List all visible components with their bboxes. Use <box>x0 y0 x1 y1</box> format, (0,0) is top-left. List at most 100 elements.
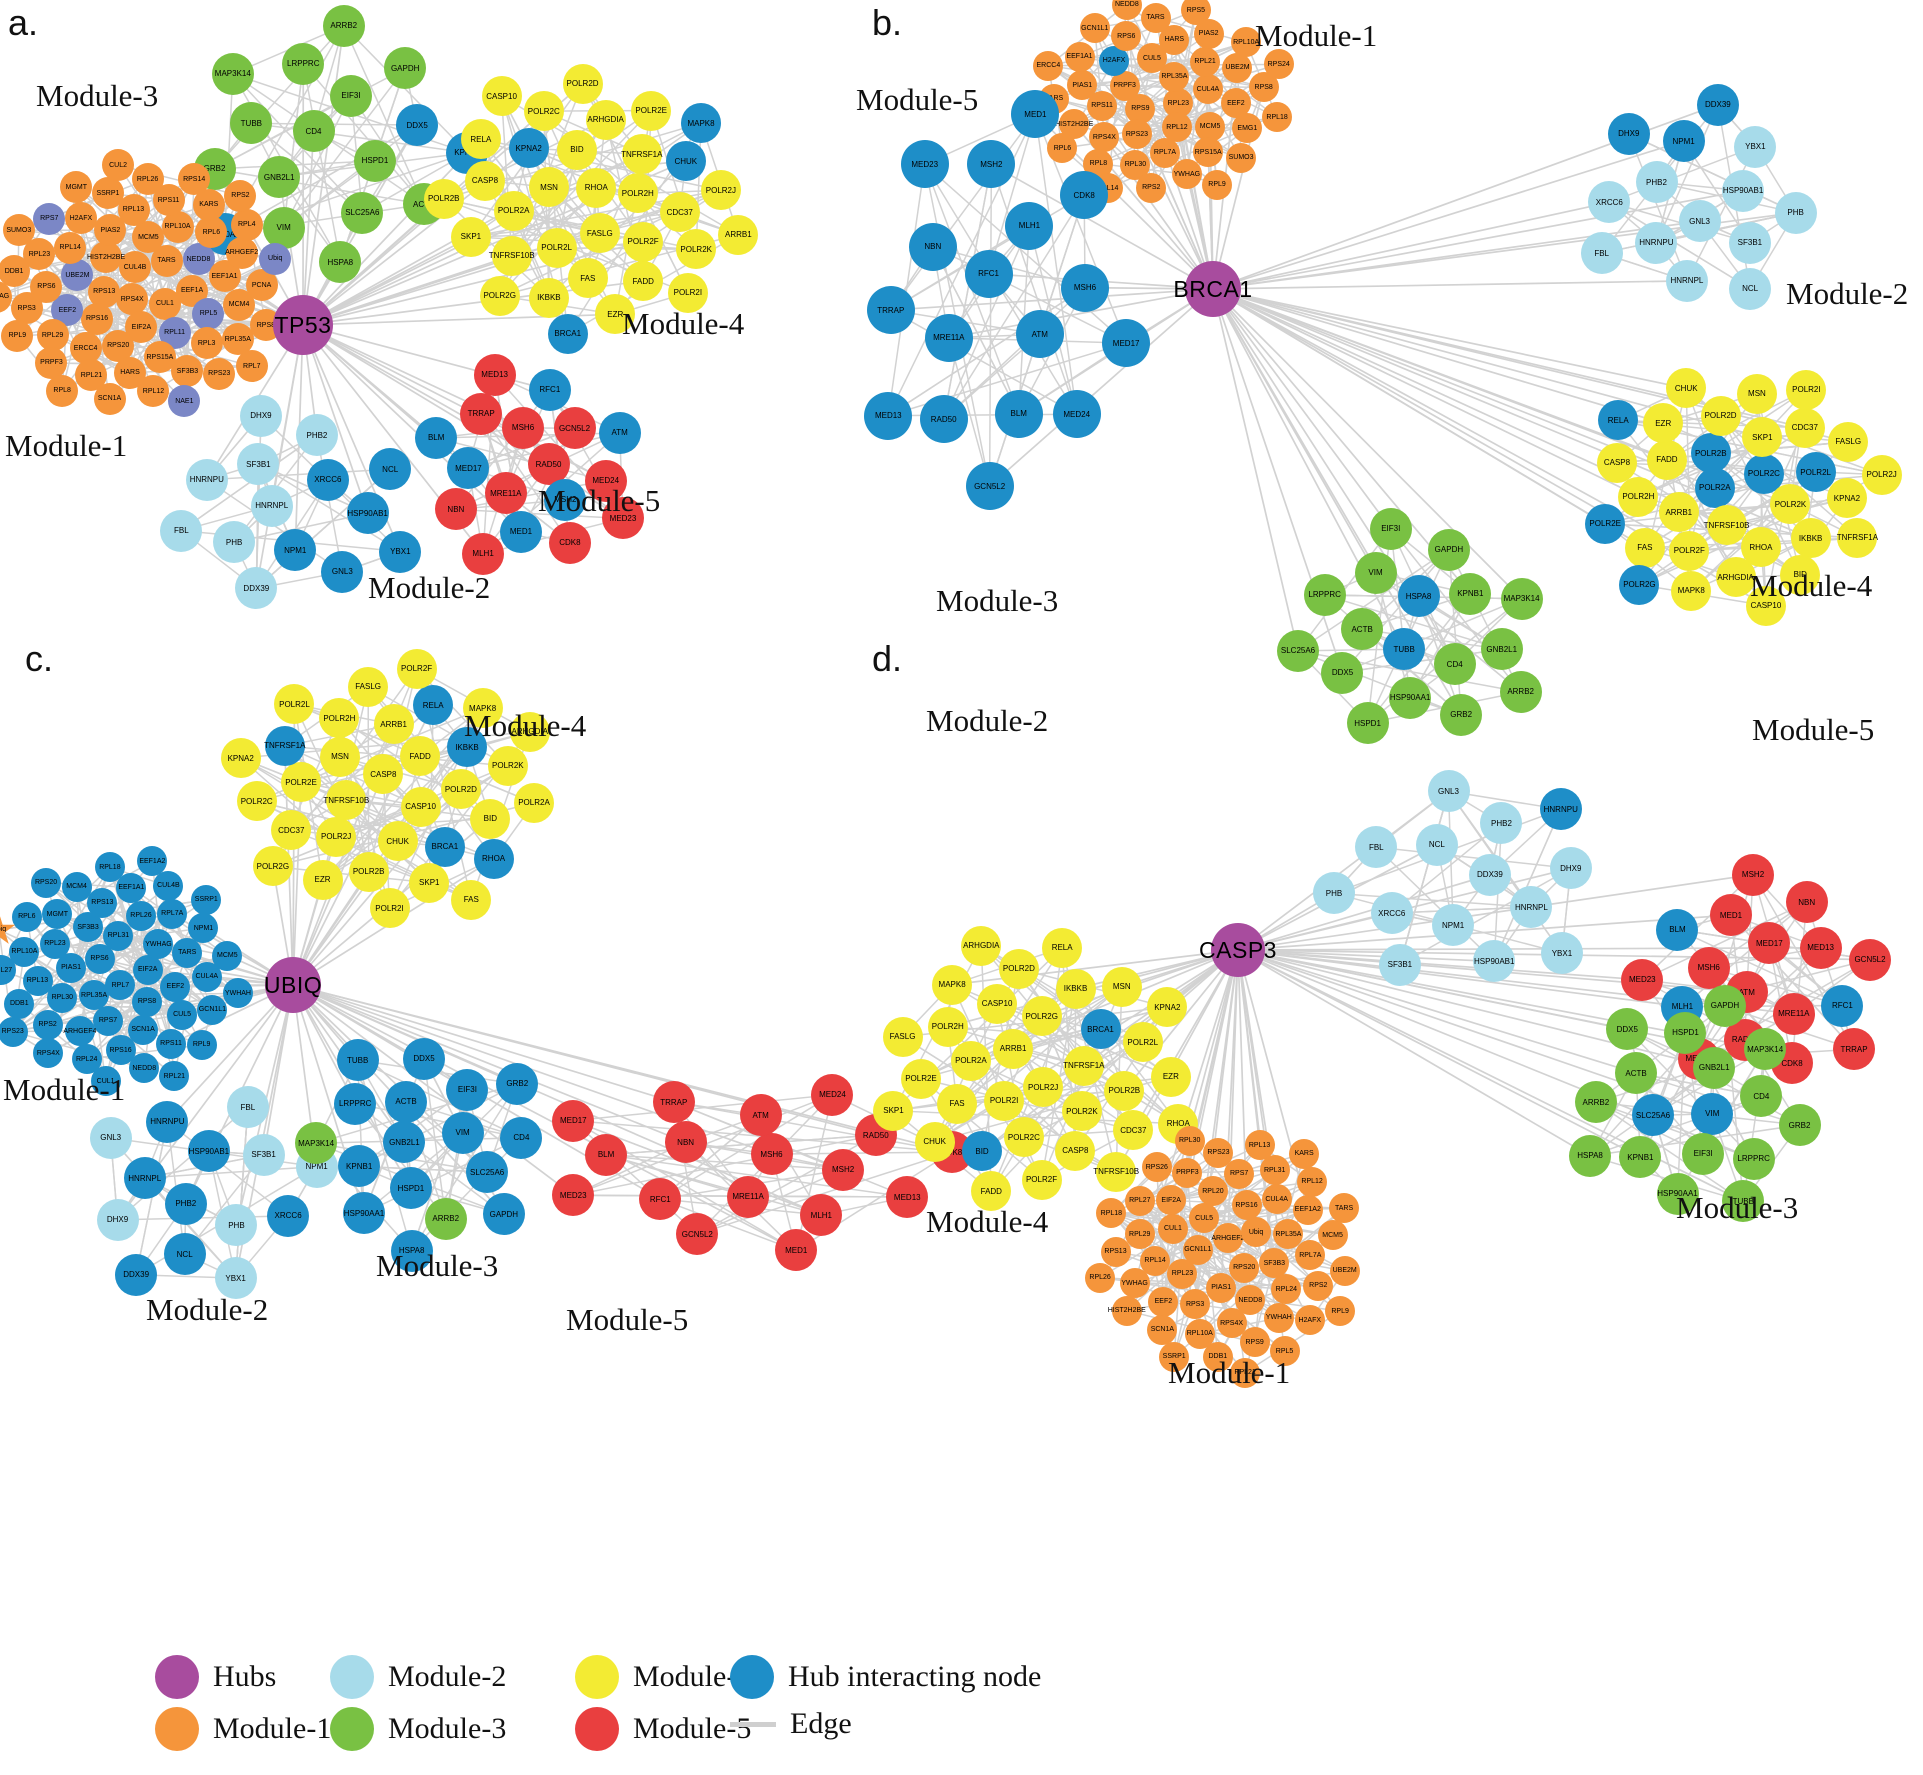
node-rpl6[interactable]: RPL6 <box>195 216 228 249</box>
node-trrap[interactable]: TRRAP <box>1833 1028 1876 1071</box>
node-gcn5l2[interactable]: GCN5L2 <box>965 462 1014 511</box>
node-cul4a[interactable]: CUL4A <box>1192 74 1223 105</box>
node-rela[interactable]: RELA <box>460 119 501 160</box>
node-ikbkb[interactable]: IKBKB <box>1790 518 1831 559</box>
node-rpl26[interactable]: RPL26 <box>131 163 164 196</box>
node-phb2[interactable]: PHB2 <box>164 1182 207 1225</box>
node-ddx39[interactable]: DDX39 <box>115 1253 158 1296</box>
node-scn1a[interactable]: SCN1A <box>1147 1314 1178 1345</box>
node-ywhag[interactable]: YWHAG <box>1171 159 1202 190</box>
node-rpl9[interactable]: RPL9 <box>1325 1296 1356 1327</box>
node-rfc1[interactable]: RFC1 <box>639 1178 682 1221</box>
node-mre11a[interactable]: MRE11A <box>1772 992 1815 1035</box>
node-mgmt[interactable]: MGMT <box>60 171 93 204</box>
node-arhgdia[interactable]: ARHGDIA <box>961 925 1002 966</box>
node-polr2b[interactable]: POLR2B <box>348 851 389 892</box>
node-rpl29[interactable]: RPL29 <box>36 319 69 352</box>
node-polr2c[interactable]: POLR2C <box>523 91 564 132</box>
node-eef1a1[interactable]: EEF1A1 <box>116 872 147 903</box>
node-fas[interactable]: FAS <box>451 879 492 920</box>
node-casp8[interactable]: CASP8 <box>1055 1130 1096 1171</box>
node-kpna2[interactable]: KPNA2 <box>1826 478 1867 519</box>
node-rpl14[interactable]: RPL14 <box>1140 1245 1171 1276</box>
node-msh2[interactable]: MSH2 <box>544 478 587 521</box>
node-msh2[interactable]: MSH2 <box>1732 853 1775 896</box>
node-rps3[interactable]: RPS3 <box>1180 1289 1211 1320</box>
node-hnrnpu[interactable]: HNRNPU <box>185 458 228 501</box>
node-gcn1l1[interactable]: GCN1L1 <box>1079 13 1110 44</box>
node-rps9[interactable]: RPS9 <box>1239 1327 1270 1358</box>
node-ikbkb[interactable]: IKBKB <box>1055 968 1096 1009</box>
node-cd4[interactable]: CD4 <box>292 110 335 153</box>
node-mre11a[interactable]: MRE11A <box>924 313 973 362</box>
node-tubb[interactable]: TUBB <box>1383 628 1426 671</box>
node-eif3i[interactable]: EIF3I <box>1682 1132 1725 1175</box>
node-tubb[interactable]: TUBB <box>230 102 273 145</box>
node-hnrnpu[interactable]: HNRNPU <box>1539 788 1582 831</box>
node-hnrnpl[interactable]: HNRNPL <box>250 484 293 527</box>
node-mgmt[interactable]: MGMT <box>42 899 73 930</box>
node-cul4b[interactable]: CUL4B <box>153 870 184 901</box>
node-cdc37[interactable]: CDC37 <box>1784 407 1825 448</box>
node-gnb2l1[interactable]: GNB2L1 <box>258 156 301 199</box>
node-arrb1[interactable]: ARRB1 <box>1658 492 1699 533</box>
node-rad50[interactable]: RAD50 <box>919 395 968 444</box>
node-rpl35a[interactable]: RPL35A <box>221 323 254 356</box>
node-ezr[interactable]: EZR <box>1643 403 1684 444</box>
node-skp1[interactable]: SKP1 <box>873 1090 914 1131</box>
node-tnfrsf1a[interactable]: TNFRSF1A <box>1063 1045 1105 1086</box>
node-rps15a[interactable]: RPS15A <box>143 341 176 374</box>
node-med1[interactable]: MED1 <box>775 1229 818 1272</box>
node-rpl10a[interactable]: RPL10A <box>161 210 194 243</box>
node-rpl8[interactable]: RPL8 <box>46 374 79 407</box>
node-rpl7a[interactable]: RPL7A <box>1149 137 1180 168</box>
node-rfc1[interactable]: RFC1 <box>528 368 571 411</box>
node-rps23[interactable]: RPS23 <box>203 357 236 390</box>
node-rela[interactable]: RELA <box>413 685 454 726</box>
node-med17[interactable]: MED17 <box>1748 922 1791 965</box>
node-fbl[interactable]: FBL <box>226 1086 269 1129</box>
node-mlh1[interactable]: MLH1 <box>462 532 505 575</box>
node-nbn[interactable]: NBN <box>664 1121 707 1164</box>
node-blm[interactable]: BLM <box>415 416 458 459</box>
node-rps16[interactable]: RPS16 <box>81 302 114 335</box>
node-polr2k[interactable]: POLR2K <box>676 229 717 270</box>
node-polr2c[interactable]: POLR2C <box>236 781 277 822</box>
node-rps4x[interactable]: RPS4X <box>1089 122 1120 153</box>
node-phb2[interactable]: PHB2 <box>1480 802 1523 845</box>
node-nedd8[interactable]: NEDD8 <box>1111 0 1142 20</box>
node-rps26[interactable]: RPS26 <box>1141 1152 1172 1183</box>
node-fadd[interactable]: FADD <box>1646 439 1687 480</box>
node-hnrnpu[interactable]: HNRNPU <box>1635 221 1678 264</box>
node-ywhag[interactable]: YWHAG <box>143 929 174 960</box>
node-hspd1[interactable]: HSPD1 <box>389 1167 432 1209</box>
node-hsp90ab1[interactable]: HSP90AB1 <box>187 1130 230 1173</box>
node-rpl4[interactable]: RPL4 <box>230 208 263 241</box>
node-polr2f[interactable]: POLR2F <box>1669 530 1710 571</box>
node-ssrp1[interactable]: SSRP1 <box>1159 1341 1190 1372</box>
node-polr2i[interactable]: POLR2I <box>1786 369 1827 410</box>
node-hspd1[interactable]: HSPD1 <box>1346 702 1389 745</box>
node-rps4x[interactable]: RPS4X <box>116 283 149 316</box>
node-cul4b[interactable]: CUL4B <box>119 251 152 284</box>
node-rps2[interactable]: RPS2 <box>224 179 257 212</box>
node-tnfrsf1a[interactable]: TNFRSF1A <box>621 134 662 175</box>
node-casp10[interactable]: CASP10 <box>400 786 441 827</box>
node-hspa8[interactable]: HSPA8 <box>1569 1134 1612 1177</box>
node-polr2l[interactable]: POLR2L <box>1795 452 1836 493</box>
node-polr2b[interactable]: POLR2B <box>423 178 464 219</box>
node-hist2h2be[interactable]: HIST2H2BE <box>1108 1295 1146 1326</box>
node-slc25a6[interactable]: SLC25A6 <box>466 1151 509 1194</box>
node-med23[interactable]: MED23 <box>552 1174 595 1217</box>
node-med17[interactable]: MED17 <box>447 447 490 490</box>
node-polr2h[interactable]: POLR2H <box>1618 476 1659 517</box>
node-casp10[interactable]: CASP10 <box>1745 585 1786 626</box>
node-cul1[interactable]: CUL1 <box>90 1066 121 1097</box>
node-hnrnpl[interactable]: HNRNPL <box>1510 886 1553 929</box>
node-polr2e[interactable]: POLR2E <box>1585 503 1626 544</box>
node-gapdh[interactable]: GAPDH <box>1703 984 1746 1027</box>
node-arrb2[interactable]: ARRB2 <box>1499 670 1542 713</box>
node-eif3i[interactable]: EIF3I <box>446 1068 489 1111</box>
node-msh6[interactable]: MSH6 <box>1060 263 1109 312</box>
node-actb[interactable]: ACTB <box>385 1080 428 1123</box>
